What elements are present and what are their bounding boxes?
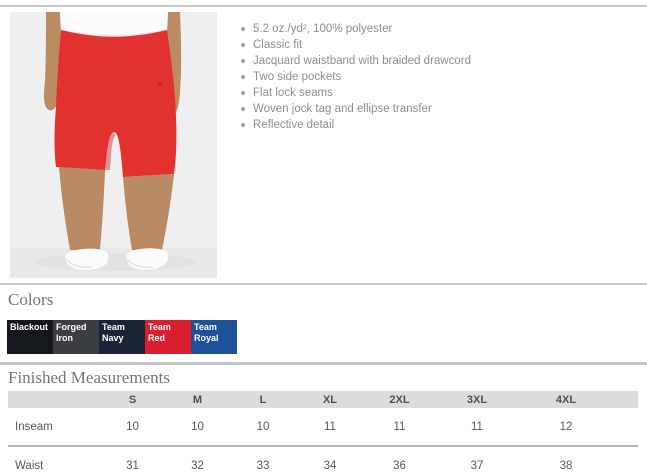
color-swatches: Blackout Forged Iron Team Navy Team Red … — [7, 320, 237, 354]
top-divider — [0, 5, 647, 7]
color-swatch-forged-iron[interactable]: Forged Iron — [53, 320, 99, 354]
column-header-s: S — [100, 391, 165, 408]
color-swatch-blackout[interactable]: Blackout — [7, 320, 53, 354]
feature-item: Jacquard waistband with braided drawcord — [240, 53, 620, 69]
waist-cell-m: 32 — [165, 445, 230, 474]
row-filler — [613, 445, 638, 474]
column-header-2xl: 2XL — [364, 391, 435, 408]
column-header-l: L — [230, 391, 296, 408]
table-header-row: S M L XL 2XL 3XL 4XL — [8, 391, 638, 408]
colors-heading: Colors — [8, 290, 54, 309]
table-row-waist: Waist 31 32 33 34 36 37 38 — [8, 445, 638, 474]
swatch-label: Blackout — [10, 322, 49, 332]
feature-item: Flat lock seams — [240, 85, 620, 101]
waist-cell-xl: 34 — [296, 445, 364, 474]
inseam-cell-4xl: 12 — [519, 408, 613, 446]
column-header-3xl: 3XL — [435, 391, 519, 408]
finished-measurements-heading: Finished Measurements — [8, 368, 170, 387]
product-features-list: 5.2 oz./yd², 100% polyester Classic fit … — [240, 21, 620, 133]
model-red-shorts-image — [10, 12, 217, 278]
product-photo — [10, 12, 217, 278]
feature-item: Two side pockets — [240, 69, 620, 85]
inseam-cell-2xl: 11 — [364, 408, 435, 446]
colors-section-divider — [0, 283, 647, 285]
waist-cell-3xl: 37 — [435, 445, 519, 474]
color-swatch-team-navy[interactable]: Team Navy — [99, 320, 145, 354]
inseam-cell-m: 10 — [165, 408, 230, 446]
color-swatch-team-royal[interactable]: Team Royal — [191, 320, 237, 354]
waist-cell-l: 33 — [230, 445, 296, 474]
header-filler — [613, 391, 638, 408]
size-column-header — [8, 391, 100, 408]
waist-cell-4xl: 38 — [519, 445, 613, 474]
row-label-inseam: Inseam — [8, 408, 100, 446]
inseam-cell-s: 10 — [100, 408, 165, 446]
feature-item: Classic fit — [240, 37, 620, 53]
table-row-inseam: Inseam 10 10 10 11 11 11 12 — [8, 408, 638, 446]
swatch-label: Forged Iron — [56, 322, 87, 343]
feature-item: Woven jock tag and ellipse transfer — [240, 101, 620, 117]
measurements-section-divider — [0, 362, 647, 365]
measurements-table: S M L XL 2XL 3XL 4XL Inseam 10 10 10 11 … — [8, 391, 638, 474]
row-label-waist: Waist — [8, 445, 100, 474]
feature-item: 5.2 oz./yd², 100% polyester — [240, 21, 620, 37]
inseam-cell-xl: 11 — [296, 408, 364, 446]
swatch-label: Team Navy — [102, 322, 125, 343]
color-swatch-team-red[interactable]: Team Red — [145, 320, 191, 354]
feature-item: Reflective detail — [240, 117, 620, 133]
inseam-cell-l: 10 — [230, 408, 296, 446]
swatch-label: Team Red — [148, 322, 171, 343]
column-header-xl: XL — [296, 391, 364, 408]
column-header-m: M — [165, 391, 230, 408]
column-header-4xl: 4XL — [519, 391, 613, 408]
waist-cell-s: 31 — [100, 445, 165, 474]
row-filler — [613, 408, 638, 446]
inseam-cell-3xl: 11 — [435, 408, 519, 446]
swatch-label: Team Royal — [194, 322, 219, 343]
waist-cell-2xl: 36 — [364, 445, 435, 474]
